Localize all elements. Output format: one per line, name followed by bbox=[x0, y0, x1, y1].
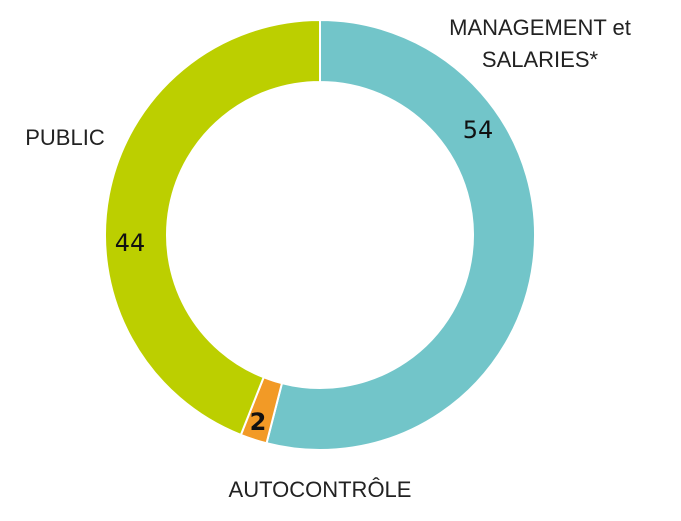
category-label: AUTOCONTRÔLE bbox=[228, 477, 412, 502]
value-label: 44 bbox=[115, 229, 146, 257]
category-label: PUBLIC bbox=[25, 125, 105, 150]
value-label: 2 bbox=[250, 408, 267, 436]
donut-segment bbox=[104, 18, 321, 437]
value-label: 54 bbox=[463, 116, 494, 144]
donut-segment bbox=[265, 18, 536, 451]
category-label: MANAGEMENT et SALARIES* bbox=[449, 15, 631, 72]
